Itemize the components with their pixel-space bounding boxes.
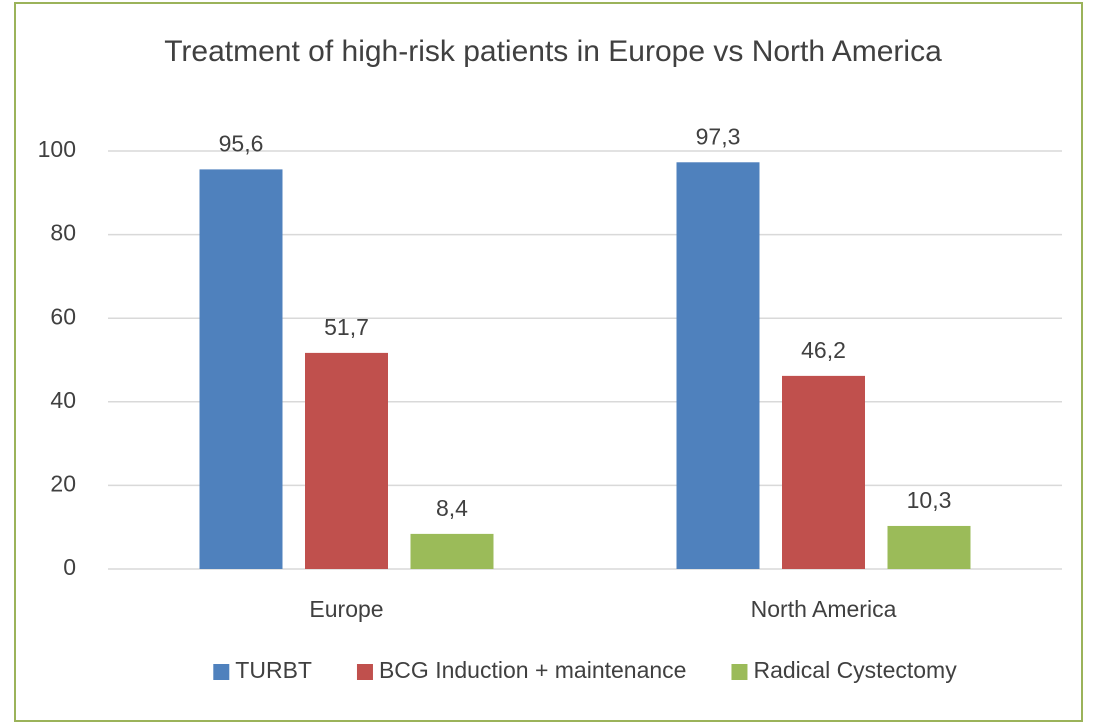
x-tick-label: Europe bbox=[309, 596, 383, 622]
bar bbox=[676, 162, 760, 569]
legend-swatch bbox=[731, 664, 748, 680]
x-tick-label: North America bbox=[751, 596, 897, 622]
y-tick-label: 100 bbox=[38, 136, 76, 162]
data-label: 10,3 bbox=[907, 487, 952, 513]
y-tick-label: 80 bbox=[50, 220, 76, 246]
legend-swatch bbox=[356, 664, 373, 680]
legend-label: TURBT bbox=[235, 657, 312, 683]
legend-label: Radical Cystectomy bbox=[753, 657, 957, 683]
data-label: 97,3 bbox=[696, 123, 741, 149]
data-label: 95,6 bbox=[219, 130, 264, 156]
data-label: 46,2 bbox=[801, 337, 846, 363]
legend-label: BCG Induction + maintenance bbox=[379, 657, 687, 683]
bar bbox=[782, 375, 865, 569]
legend-swatch bbox=[213, 664, 230, 680]
chart-title: Treatment of high-risk patients in Europ… bbox=[164, 35, 942, 68]
data-label: 51,7 bbox=[324, 314, 369, 340]
bar bbox=[305, 352, 388, 569]
bar bbox=[410, 533, 494, 569]
bar bbox=[199, 169, 283, 569]
y-tick-label: 40 bbox=[50, 387, 76, 413]
y-tick-label: 0 bbox=[63, 554, 76, 580]
bar bbox=[887, 525, 971, 569]
y-tick-label: 20 bbox=[50, 470, 76, 496]
y-tick-label: 60 bbox=[50, 303, 76, 329]
data-label: 8,4 bbox=[436, 495, 468, 521]
